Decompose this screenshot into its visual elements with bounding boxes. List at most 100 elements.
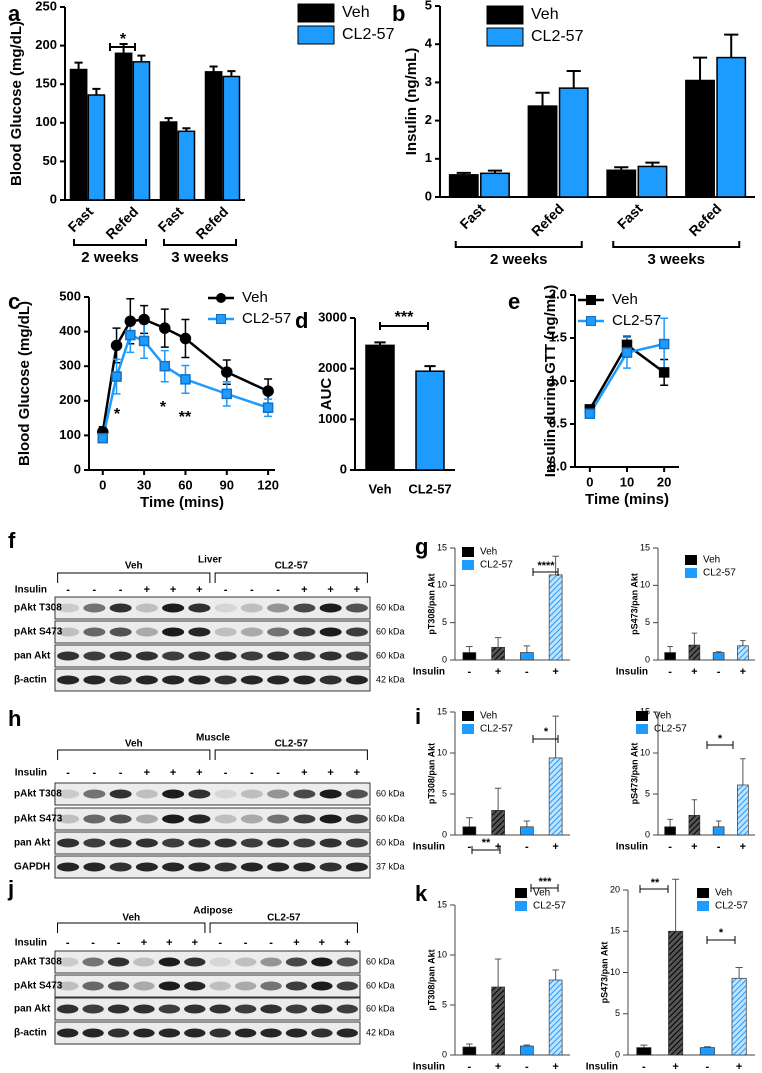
x-tick-label: + bbox=[736, 1061, 742, 1073]
legend-label: CL2-57 bbox=[480, 724, 513, 735]
legend-label: CL2-57 bbox=[612, 312, 661, 329]
x-tick-label: + bbox=[740, 666, 746, 678]
blot-band bbox=[188, 838, 211, 848]
blot-group-bracket bbox=[57, 749, 211, 760]
y-tick-label: 300 bbox=[59, 358, 81, 373]
x-tick-label: Refed bbox=[102, 203, 141, 242]
y-tick-label: 250 bbox=[35, 0, 57, 13]
y-axis-label: pS473/pan Akt bbox=[629, 743, 639, 805]
y-tick-label: 200 bbox=[35, 37, 57, 52]
blot-size-label: 42 kDa bbox=[366, 1027, 395, 1037]
blot-band bbox=[135, 603, 158, 613]
y-tick-label: 15 bbox=[640, 542, 650, 552]
blot-band bbox=[158, 1028, 181, 1038]
blot-row-label: pAkt S473 bbox=[14, 981, 63, 992]
error-bar bbox=[494, 637, 502, 648]
legend-marker bbox=[586, 316, 596, 326]
x-tick-label: + bbox=[691, 666, 697, 678]
blot-band bbox=[285, 957, 308, 967]
blot-band bbox=[107, 957, 130, 967]
blot-group-bracket bbox=[209, 922, 358, 933]
blot-band bbox=[234, 981, 257, 991]
blot-strip bbox=[54, 668, 371, 692]
significance-bracket bbox=[109, 43, 136, 51]
significance: ** bbox=[179, 409, 192, 426]
bar bbox=[688, 644, 701, 661]
blot-band bbox=[184, 981, 206, 991]
blot-band bbox=[240, 862, 263, 872]
significance: * bbox=[114, 406, 121, 423]
blot-band bbox=[260, 1028, 282, 1038]
blot-row-label: pAkt T308 bbox=[14, 603, 62, 614]
bar bbox=[527, 105, 558, 198]
bar bbox=[204, 71, 223, 201]
blot-band bbox=[209, 981, 231, 991]
blot-group-bracket bbox=[214, 572, 368, 583]
error-bar bbox=[735, 967, 743, 979]
blot-size-label: 60 kDa bbox=[376, 626, 405, 636]
y-axis-label: Blood Glucose (mg/dL) bbox=[8, 21, 25, 186]
bar bbox=[480, 172, 510, 198]
bar bbox=[712, 826, 725, 836]
panel-label: h bbox=[8, 706, 21, 731]
marker bbox=[124, 315, 137, 327]
blot-band bbox=[311, 957, 333, 967]
error-bar bbox=[667, 818, 673, 827]
error-bar bbox=[692, 56, 708, 81]
y-axis-label: Blood Glucose (mg/dL) bbox=[16, 301, 33, 466]
treatment-sign: + bbox=[141, 937, 147, 949]
blot-band bbox=[319, 789, 342, 799]
legend-swatch bbox=[486, 27, 524, 47]
significance-bracket bbox=[532, 735, 559, 743]
significance: *** bbox=[539, 876, 553, 888]
blot-band bbox=[109, 838, 132, 848]
blot-band bbox=[57, 675, 80, 685]
blot-band bbox=[336, 1004, 358, 1014]
blot-band bbox=[214, 814, 237, 824]
treatment-sign: - bbox=[276, 767, 280, 779]
blot-strip bbox=[54, 1021, 361, 1045]
blot-band bbox=[214, 627, 237, 637]
blot-band bbox=[57, 1028, 79, 1038]
marker bbox=[110, 339, 123, 352]
blot-band bbox=[319, 814, 342, 824]
blot-band bbox=[135, 627, 158, 637]
blot-band bbox=[345, 814, 368, 824]
blot-band bbox=[57, 603, 80, 613]
blot-band bbox=[82, 981, 104, 991]
panel-label: a bbox=[8, 1, 21, 26]
blot-row-label: pAkt S473 bbox=[14, 627, 63, 638]
bar bbox=[159, 121, 178, 201]
y-tick-label: 0 bbox=[645, 654, 650, 664]
x-tick-label: Refed bbox=[192, 203, 231, 242]
legend-swatch bbox=[636, 711, 648, 721]
blot-band bbox=[293, 789, 316, 799]
bar bbox=[637, 165, 668, 198]
y-tick-label: 10 bbox=[640, 580, 650, 590]
marker bbox=[159, 322, 171, 334]
blot-band bbox=[260, 1004, 282, 1014]
blot-band bbox=[319, 862, 342, 872]
x-tick-label: + bbox=[552, 841, 558, 853]
x-axis-label: Time (mins) bbox=[140, 494, 224, 511]
marker bbox=[621, 347, 633, 358]
blot-band bbox=[109, 603, 132, 613]
blot-band bbox=[162, 862, 185, 872]
x-tick-label: - bbox=[642, 1061, 646, 1073]
blot-band bbox=[319, 651, 342, 661]
bar bbox=[688, 814, 701, 836]
y-tick-label: 10 bbox=[437, 747, 447, 757]
y-tick-label: 0 bbox=[615, 1049, 620, 1059]
y-tick-label: 500 bbox=[59, 288, 81, 303]
blot-band bbox=[109, 651, 132, 661]
legend-marker bbox=[216, 314, 226, 324]
blot-title: Adipose bbox=[193, 906, 233, 917]
marker bbox=[125, 329, 136, 341]
group-bracket bbox=[454, 241, 583, 248]
x-tick-label: - bbox=[706, 1061, 710, 1073]
treatment-sign: + bbox=[166, 937, 172, 949]
y-axis-label: pT308/pan Akt bbox=[426, 573, 436, 634]
legend-label: Veh bbox=[612, 291, 638, 308]
blot-size-label: 60 kDa bbox=[376, 837, 405, 847]
